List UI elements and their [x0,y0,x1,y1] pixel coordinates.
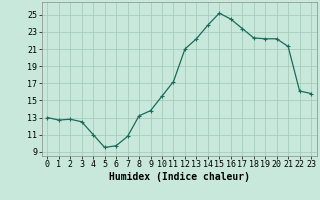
X-axis label: Humidex (Indice chaleur): Humidex (Indice chaleur) [109,172,250,182]
